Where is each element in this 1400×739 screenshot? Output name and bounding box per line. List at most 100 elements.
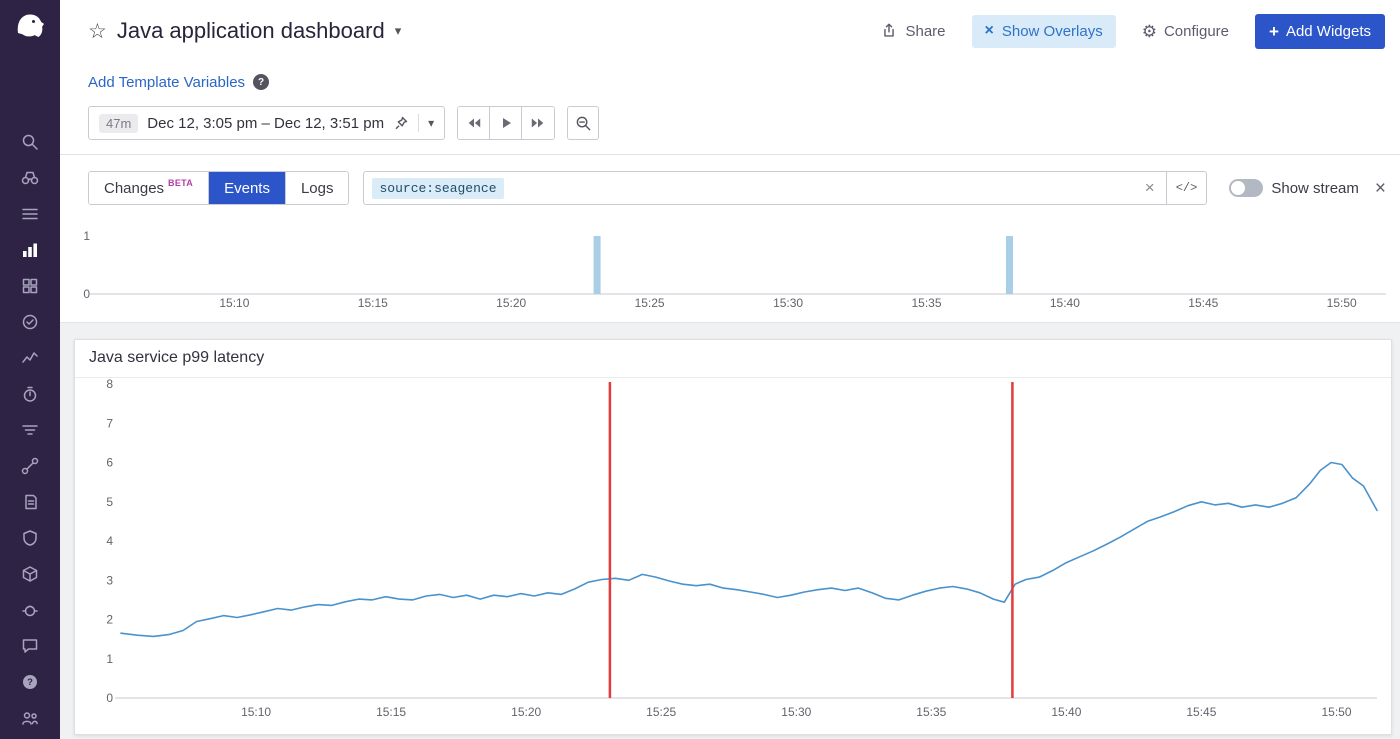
toggle-knob [1231, 181, 1246, 195]
beta-badge: BETA [168, 178, 194, 188]
y-tick-label: 1 [106, 652, 113, 666]
events-timeline-chart[interactable]: 1 0 15:10 15:15 15:20 15:25 15:30 15:35 15:40 15:… [60, 223, 1400, 317]
rum-icon[interactable] [20, 600, 40, 620]
close-events-icon[interactable]: × [1374, 177, 1386, 199]
event-search: source:seagence × </> [363, 171, 1208, 205]
template-variables-row: Add Template Variables ? [60, 68, 1400, 96]
ci-icon[interactable] [20, 564, 40, 584]
share-button[interactable]: Share [880, 22, 946, 40]
logs-icon[interactable] [20, 492, 40, 512]
x-tick-label: 15:45 [1186, 705, 1216, 719]
event-bar[interactable] [1006, 236, 1013, 294]
y-tick-label: 3 [106, 573, 113, 587]
x-tick-label: 15:35 [911, 296, 941, 310]
sidebar-nav: ? [20, 132, 40, 728]
help-icon[interactable]: ? [253, 74, 270, 90]
latency-line-series[interactable] [120, 461, 1378, 638]
chevron-down-icon[interactable]: ▾ [428, 116, 435, 130]
x-tick-label: 15:50 [1321, 705, 1351, 719]
apm-icon[interactable] [20, 384, 40, 404]
tab-events[interactable]: Events [209, 172, 286, 204]
tab-logs-label: Logs [300, 180, 334, 197]
events-toolbar: Changes BETA Events Logs source:seagence… [60, 155, 1400, 205]
x-tick-label: 15:30 [773, 296, 803, 310]
show-overlays-button[interactable]: × Show Overlays [971, 14, 1116, 48]
widget-area: Java service p99 latency 0 1 2 3 4 5 6 7 8 15:10 1… [60, 322, 1400, 739]
search-token[interactable]: source:seagence [372, 177, 504, 199]
help-icon[interactable]: ? [20, 672, 40, 692]
add-widgets-label: Add Widgets [1285, 22, 1371, 40]
x-tick-label: 15:15 [358, 296, 388, 310]
forward-button[interactable] [522, 107, 555, 139]
synthetics-icon[interactable] [20, 456, 40, 476]
event-bar[interactable] [593, 236, 601, 294]
add-template-variables-link[interactable]: Add Template Variables [88, 73, 246, 91]
divider [418, 114, 420, 132]
svg-text:?: ? [27, 677, 33, 688]
x-tick-label: 15:10 [219, 296, 249, 310]
security-icon[interactable] [20, 528, 40, 548]
watchdog-icon[interactable] [20, 168, 40, 188]
gear-icon: ⚙ [1141, 21, 1157, 41]
dashboard-header: ☆ Java application dashboard ▾ Share × S… [60, 0, 1400, 62]
share-label: Share [905, 22, 946, 40]
show-overlays-label: Show Overlays [1001, 22, 1103, 40]
tab-changes-label: Changes [104, 180, 165, 197]
add-widgets-button[interactable]: + Add Widgets [1255, 13, 1385, 49]
sidebar: ? [0, 0, 60, 739]
tab-changes[interactable]: Changes BETA [89, 172, 210, 204]
x-tick-label: 15:10 [241, 705, 271, 719]
divider [60, 154, 1400, 155]
y-tick-label: 2 [106, 613, 113, 627]
clear-search-icon[interactable]: × [1144, 178, 1155, 197]
page-title[interactable]: Java application dashboard [116, 18, 385, 43]
main-content: ☆ Java application dashboard ▾ Share × S… [60, 0, 1400, 739]
star-icon[interactable]: ☆ [88, 19, 107, 43]
configure-button[interactable]: ⚙ Configure [1142, 23, 1229, 40]
chevron-down-icon[interactable]: ▾ [394, 23, 402, 38]
show-stream-label: Show stream [1271, 179, 1359, 197]
x-tick-label: 15:20 [496, 296, 526, 310]
y-tick-label: 8 [106, 378, 113, 391]
x-tick-label: 15:40 [1051, 705, 1081, 719]
events-timeline: 1 0 15:10 15:15 15:20 15:25 15:30 15:35 15:40 15:… [60, 223, 1400, 322]
y-tick-label: 0 [83, 287, 90, 301]
events-icon[interactable] [20, 204, 40, 224]
widget-title: Java service p99 latency [75, 340, 1391, 378]
x-tick-label: 15:35 [916, 705, 946, 719]
infrastructure-icon[interactable] [20, 276, 40, 296]
show-stream-toggle[interactable] [1229, 179, 1264, 197]
y-tick-label: 5 [106, 495, 113, 509]
y-tick-label: 6 [106, 456, 113, 470]
pin-icon[interactable] [393, 115, 409, 131]
metrics-icon[interactable] [20, 348, 40, 368]
tab-logs[interactable]: Logs [285, 172, 349, 204]
rewind-button[interactable] [458, 107, 491, 139]
plus-icon: + [1269, 21, 1279, 41]
code-view-button[interactable]: </> [1165, 172, 1207, 204]
y-tick-label: 1 [83, 229, 90, 243]
organization-icon[interactable] [20, 708, 40, 728]
latency-chart[interactable]: 0 1 2 3 4 5 6 7 8 15:10 15:15 15:20 15:25 15:30 15:35 1… [75, 377, 1391, 734]
search-icon[interactable] [20, 132, 40, 152]
event-search-input[interactable]: source:seagence [364, 172, 1133, 204]
time-range-selector[interactable]: 47m Dec 12, 3:05 pm – Dec 12, 3:51 pm ▾ [88, 106, 446, 140]
x-tick-label: 15:50 [1327, 296, 1357, 310]
x-tick-label: 15:45 [1188, 296, 1218, 310]
share-icon [884, 23, 895, 37]
notebooks-icon[interactable] [20, 420, 40, 440]
datadog-logo[interactable] [9, 6, 51, 48]
zoom-out-button[interactable] [567, 106, 600, 140]
play-button[interactable] [490, 107, 523, 139]
overlay-tabs: Changes BETA Events Logs [88, 171, 350, 205]
x-tick-label: 15:20 [511, 705, 541, 719]
monitors-icon[interactable] [20, 312, 40, 332]
header-actions: Share × Show Overlays ⚙ Configure + Add … [880, 13, 1385, 49]
dashboards-icon[interactable] [20, 240, 40, 260]
y-tick-label: 0 [106, 691, 113, 705]
x-tick-label: 15:25 [646, 705, 676, 719]
y-tick-label: 7 [106, 416, 113, 430]
x-tick-label: 15:40 [1050, 296, 1080, 310]
feedback-icon[interactable] [20, 636, 40, 656]
